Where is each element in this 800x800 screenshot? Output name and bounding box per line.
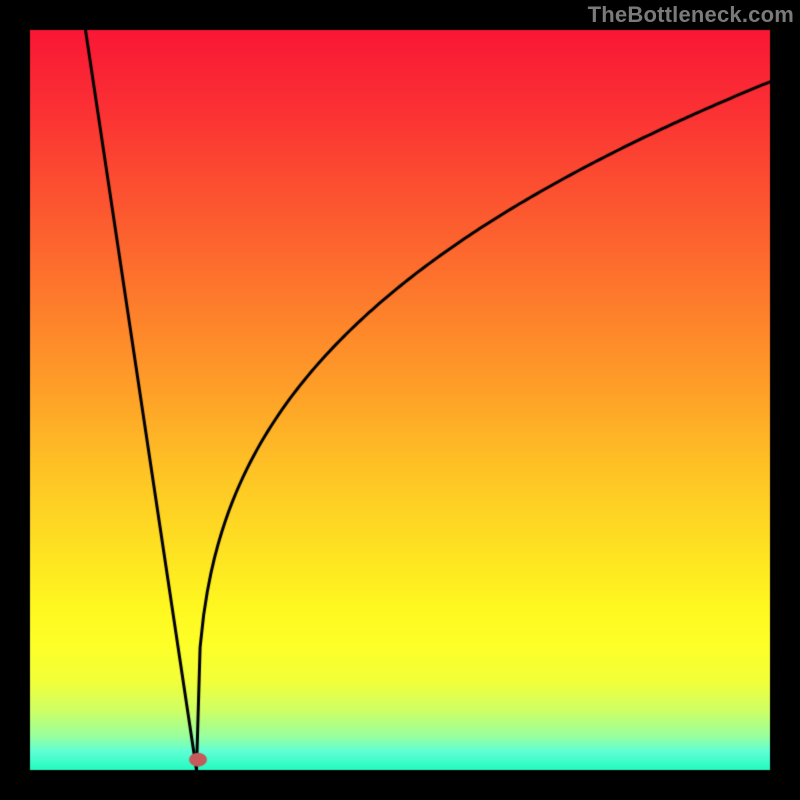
chart-frame: TheBottleneck.com — [0, 0, 800, 800]
bottleneck-curve-canvas — [0, 0, 800, 800]
watermark-text: TheBottleneck.com — [588, 2, 794, 28]
